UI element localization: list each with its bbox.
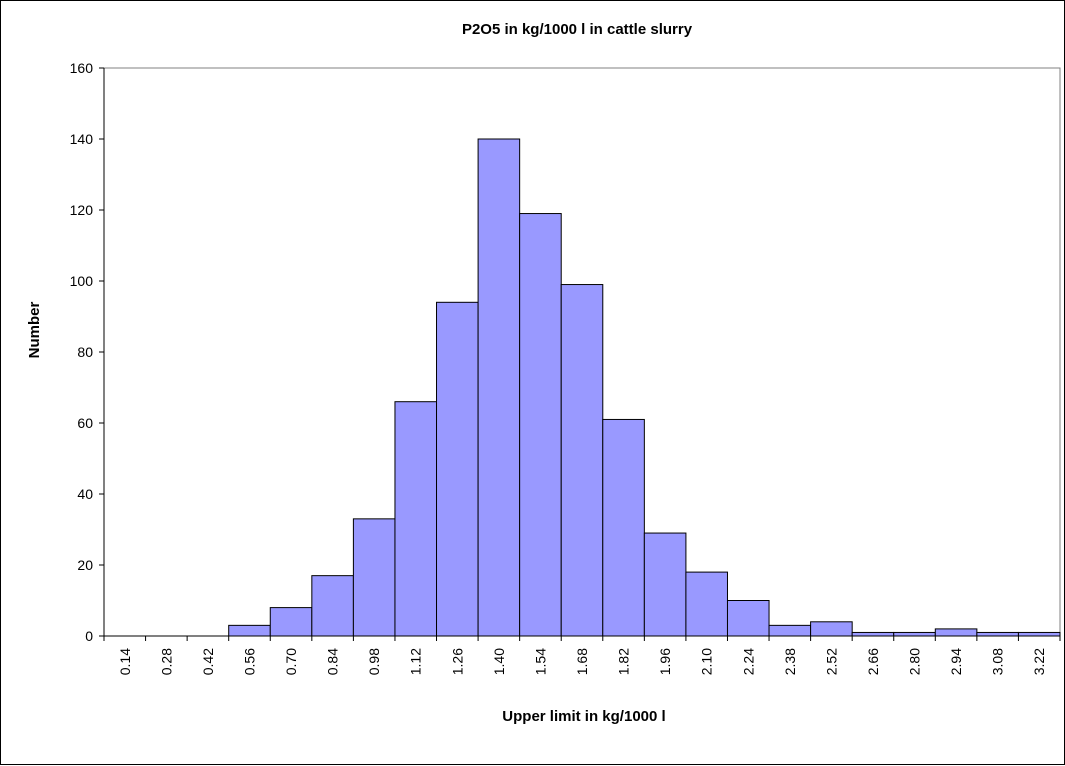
y-tick-label: 100 <box>70 273 94 289</box>
bar-2.24 <box>726 600 770 637</box>
x-tick-label: 3.08 <box>990 648 1006 675</box>
x-tick-label: 0.42 <box>200 648 216 675</box>
y-tick-label: 140 <box>70 131 94 147</box>
x-tick-label: 1.96 <box>657 648 673 675</box>
x-tick-label: 0.70 <box>283 648 299 675</box>
bar-group <box>228 138 1061 637</box>
x-tick-label: 0.28 <box>158 648 174 675</box>
x-tick-label: 0.84 <box>325 648 341 675</box>
bar-1.68 <box>560 284 604 637</box>
y-tick-label: 160 <box>70 60 94 76</box>
y-tick-label: 120 <box>70 202 94 218</box>
bar-1.40 <box>477 138 521 637</box>
x-tick-label: 1.82 <box>616 648 632 675</box>
x-tick-label: 1.40 <box>491 648 507 675</box>
bar-2.94 <box>934 628 978 637</box>
x-tick-label: 1.26 <box>449 648 465 675</box>
x-tick-label: 0.56 <box>241 648 257 675</box>
bar-1.26 <box>436 301 479 637</box>
x-tick-label: 0.98 <box>366 648 382 675</box>
y-tick-label: 40 <box>77 486 93 502</box>
bar-1.54 <box>519 213 562 637</box>
bar-3.08 <box>976 631 1019 637</box>
x-axis-title: Upper limit in kg/1000 l <box>502 708 665 725</box>
x-tick-label: 2.38 <box>782 648 798 675</box>
bar-2.38 <box>768 624 812 637</box>
x-tick-label: 2.80 <box>907 648 923 675</box>
bar-0.70 <box>269 607 313 637</box>
chart-title: P2O5 in kg/1000 l in cattle slurry <box>462 21 693 38</box>
bar-0.98 <box>352 518 396 637</box>
bar-2.10 <box>685 571 728 637</box>
bar-0.84 <box>311 575 354 637</box>
y-axis-title: Number <box>26 302 43 359</box>
x-tick-label: 2.24 <box>740 648 756 675</box>
x-tick-label: 2.52 <box>823 648 839 675</box>
x-tick-label: 1.12 <box>408 648 424 675</box>
y-axis: 0 20 40 60 80 100 120 140 160 <box>70 60 105 644</box>
bar-1.82 <box>602 418 645 637</box>
y-tick-label: 20 <box>77 557 93 573</box>
x-axis: 0.14 0.28 0.42 0.56 0.70 0.84 0.98 1.12 1.26 1.40… <box>103 635 1061 675</box>
bar-2.66 <box>851 631 895 637</box>
x-tick-label: 0.14 <box>117 648 133 675</box>
bar-1.96 <box>643 532 687 637</box>
y-tick-label: 0 <box>85 628 93 644</box>
y-tick-label: 80 <box>77 344 93 360</box>
y-tick-label: 60 <box>77 415 93 431</box>
bar-1.12 <box>394 401 438 637</box>
x-tick-label: 1.68 <box>574 648 590 675</box>
x-tick-label: 2.66 <box>865 648 881 675</box>
x-tick-label: 2.94 <box>948 648 964 675</box>
x-tick-label: 3.22 <box>1031 648 1047 675</box>
bar-0.56 <box>228 624 271 637</box>
bar-3.22 <box>1017 631 1061 637</box>
x-tick-label: 1.54 <box>532 648 548 675</box>
bar-2.80 <box>893 631 936 637</box>
bar-2.52 <box>810 621 853 637</box>
x-tick-label: 2.10 <box>699 648 715 675</box>
